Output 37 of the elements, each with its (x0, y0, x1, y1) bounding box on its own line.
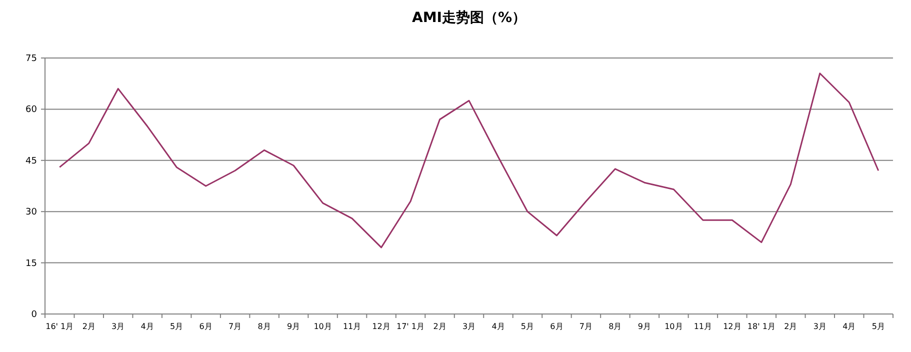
x-tick-label: 12月 (372, 322, 390, 331)
x-tick-label: 4月 (140, 322, 154, 331)
y-tick-label: 75 (26, 54, 37, 64)
x-tick-label: 5月 (872, 322, 885, 331)
chart-title: AMI走势图（%） (412, 10, 526, 26)
x-tick-label: 12月 (723, 322, 742, 331)
x-tick-label: 5月 (170, 322, 184, 331)
x-tick-label: 16' 1月 (46, 322, 74, 331)
x-tick-label: 6月 (550, 322, 564, 331)
x-tick-label: 10月 (664, 322, 683, 331)
y-tick-label: 45 (26, 156, 37, 166)
x-tick-label: 8月 (258, 322, 271, 331)
y-tick-label: 0 (31, 310, 38, 320)
x-tick-label: 5月 (520, 322, 534, 331)
x-tick-label: 3月 (112, 322, 125, 331)
x-tick-label: 2月 (82, 322, 96, 331)
x-tick-label: 4月 (842, 322, 856, 331)
x-tick-label: 3月 (813, 322, 826, 331)
x-tick-label: 9月 (287, 322, 300, 331)
x-tick-label: 8月 (608, 322, 622, 331)
x-tick-label: 9月 (638, 322, 651, 331)
x-tick-label: 3月 (462, 322, 476, 331)
x-tick-label: 4月 (492, 322, 505, 331)
x-tick-label: 11月 (342, 322, 362, 331)
x-tick-label: 2月 (784, 322, 798, 331)
x-tick-label: 7月 (579, 322, 593, 331)
y-tick-label: 60 (26, 105, 38, 116)
line-series (58, 72, 880, 248)
x-tick-label: 10月 (314, 322, 332, 331)
x-tick-label: 7月 (228, 322, 242, 331)
y-tick-label: 15 (26, 258, 37, 269)
x-tick-label: 11月 (694, 322, 712, 331)
x-tick-label: 17' 1月 (396, 322, 425, 331)
x-tick-label: 2月 (433, 322, 446, 331)
x-tick-label: 18' 1月 (747, 322, 776, 331)
y-tick-label: 30 (26, 208, 38, 218)
x-tick-label: 6月 (199, 322, 212, 331)
